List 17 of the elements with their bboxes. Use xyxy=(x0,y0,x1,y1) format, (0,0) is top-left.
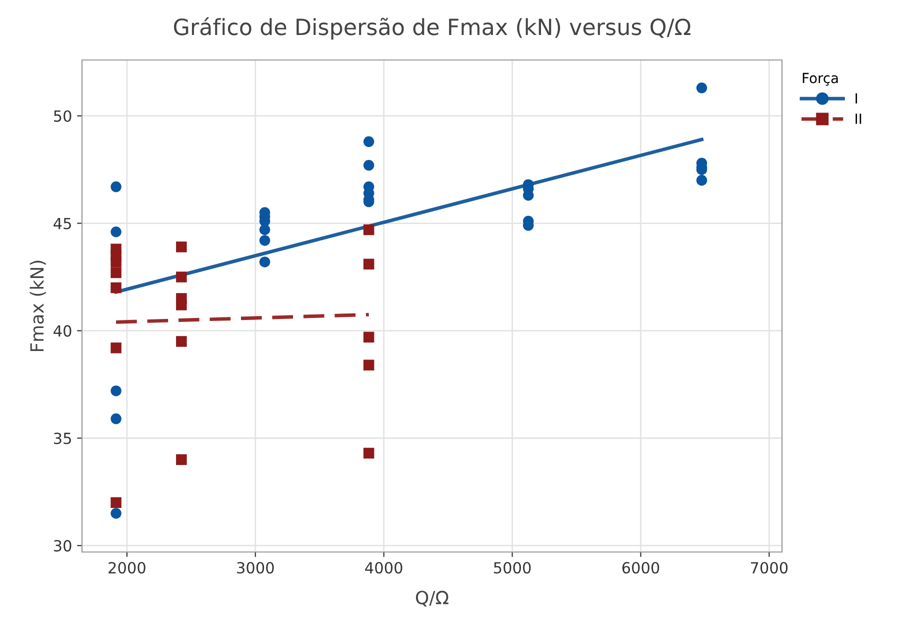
y-tick-label: 45 xyxy=(54,218,71,230)
chart-title: Gráfico de Dispersão de Fmax (kN) versus Q/Ω xyxy=(174,17,690,40)
x-tick-label: 4000 xyxy=(365,562,402,574)
y-tick-label: 40 xyxy=(54,325,72,337)
legend-label: I xyxy=(856,93,858,104)
y-axis-title: Fmax (kN) xyxy=(30,260,46,351)
x-tick-label: 6000 xyxy=(622,562,660,574)
x-tick-label: 3000 xyxy=(237,562,274,574)
legend-title: Força xyxy=(802,72,838,86)
legend-label: II xyxy=(856,114,862,124)
y-tick-label: 50 xyxy=(54,110,72,122)
x-tick-label: 5000 xyxy=(494,562,531,574)
y-tick-label: 35 xyxy=(54,432,71,444)
x-axis-title: Q/Ω xyxy=(416,590,448,606)
y-tick-label: 30 xyxy=(54,540,72,552)
x-tick-label: 2000 xyxy=(108,562,146,574)
x-tick-label: 7000 xyxy=(750,562,788,574)
